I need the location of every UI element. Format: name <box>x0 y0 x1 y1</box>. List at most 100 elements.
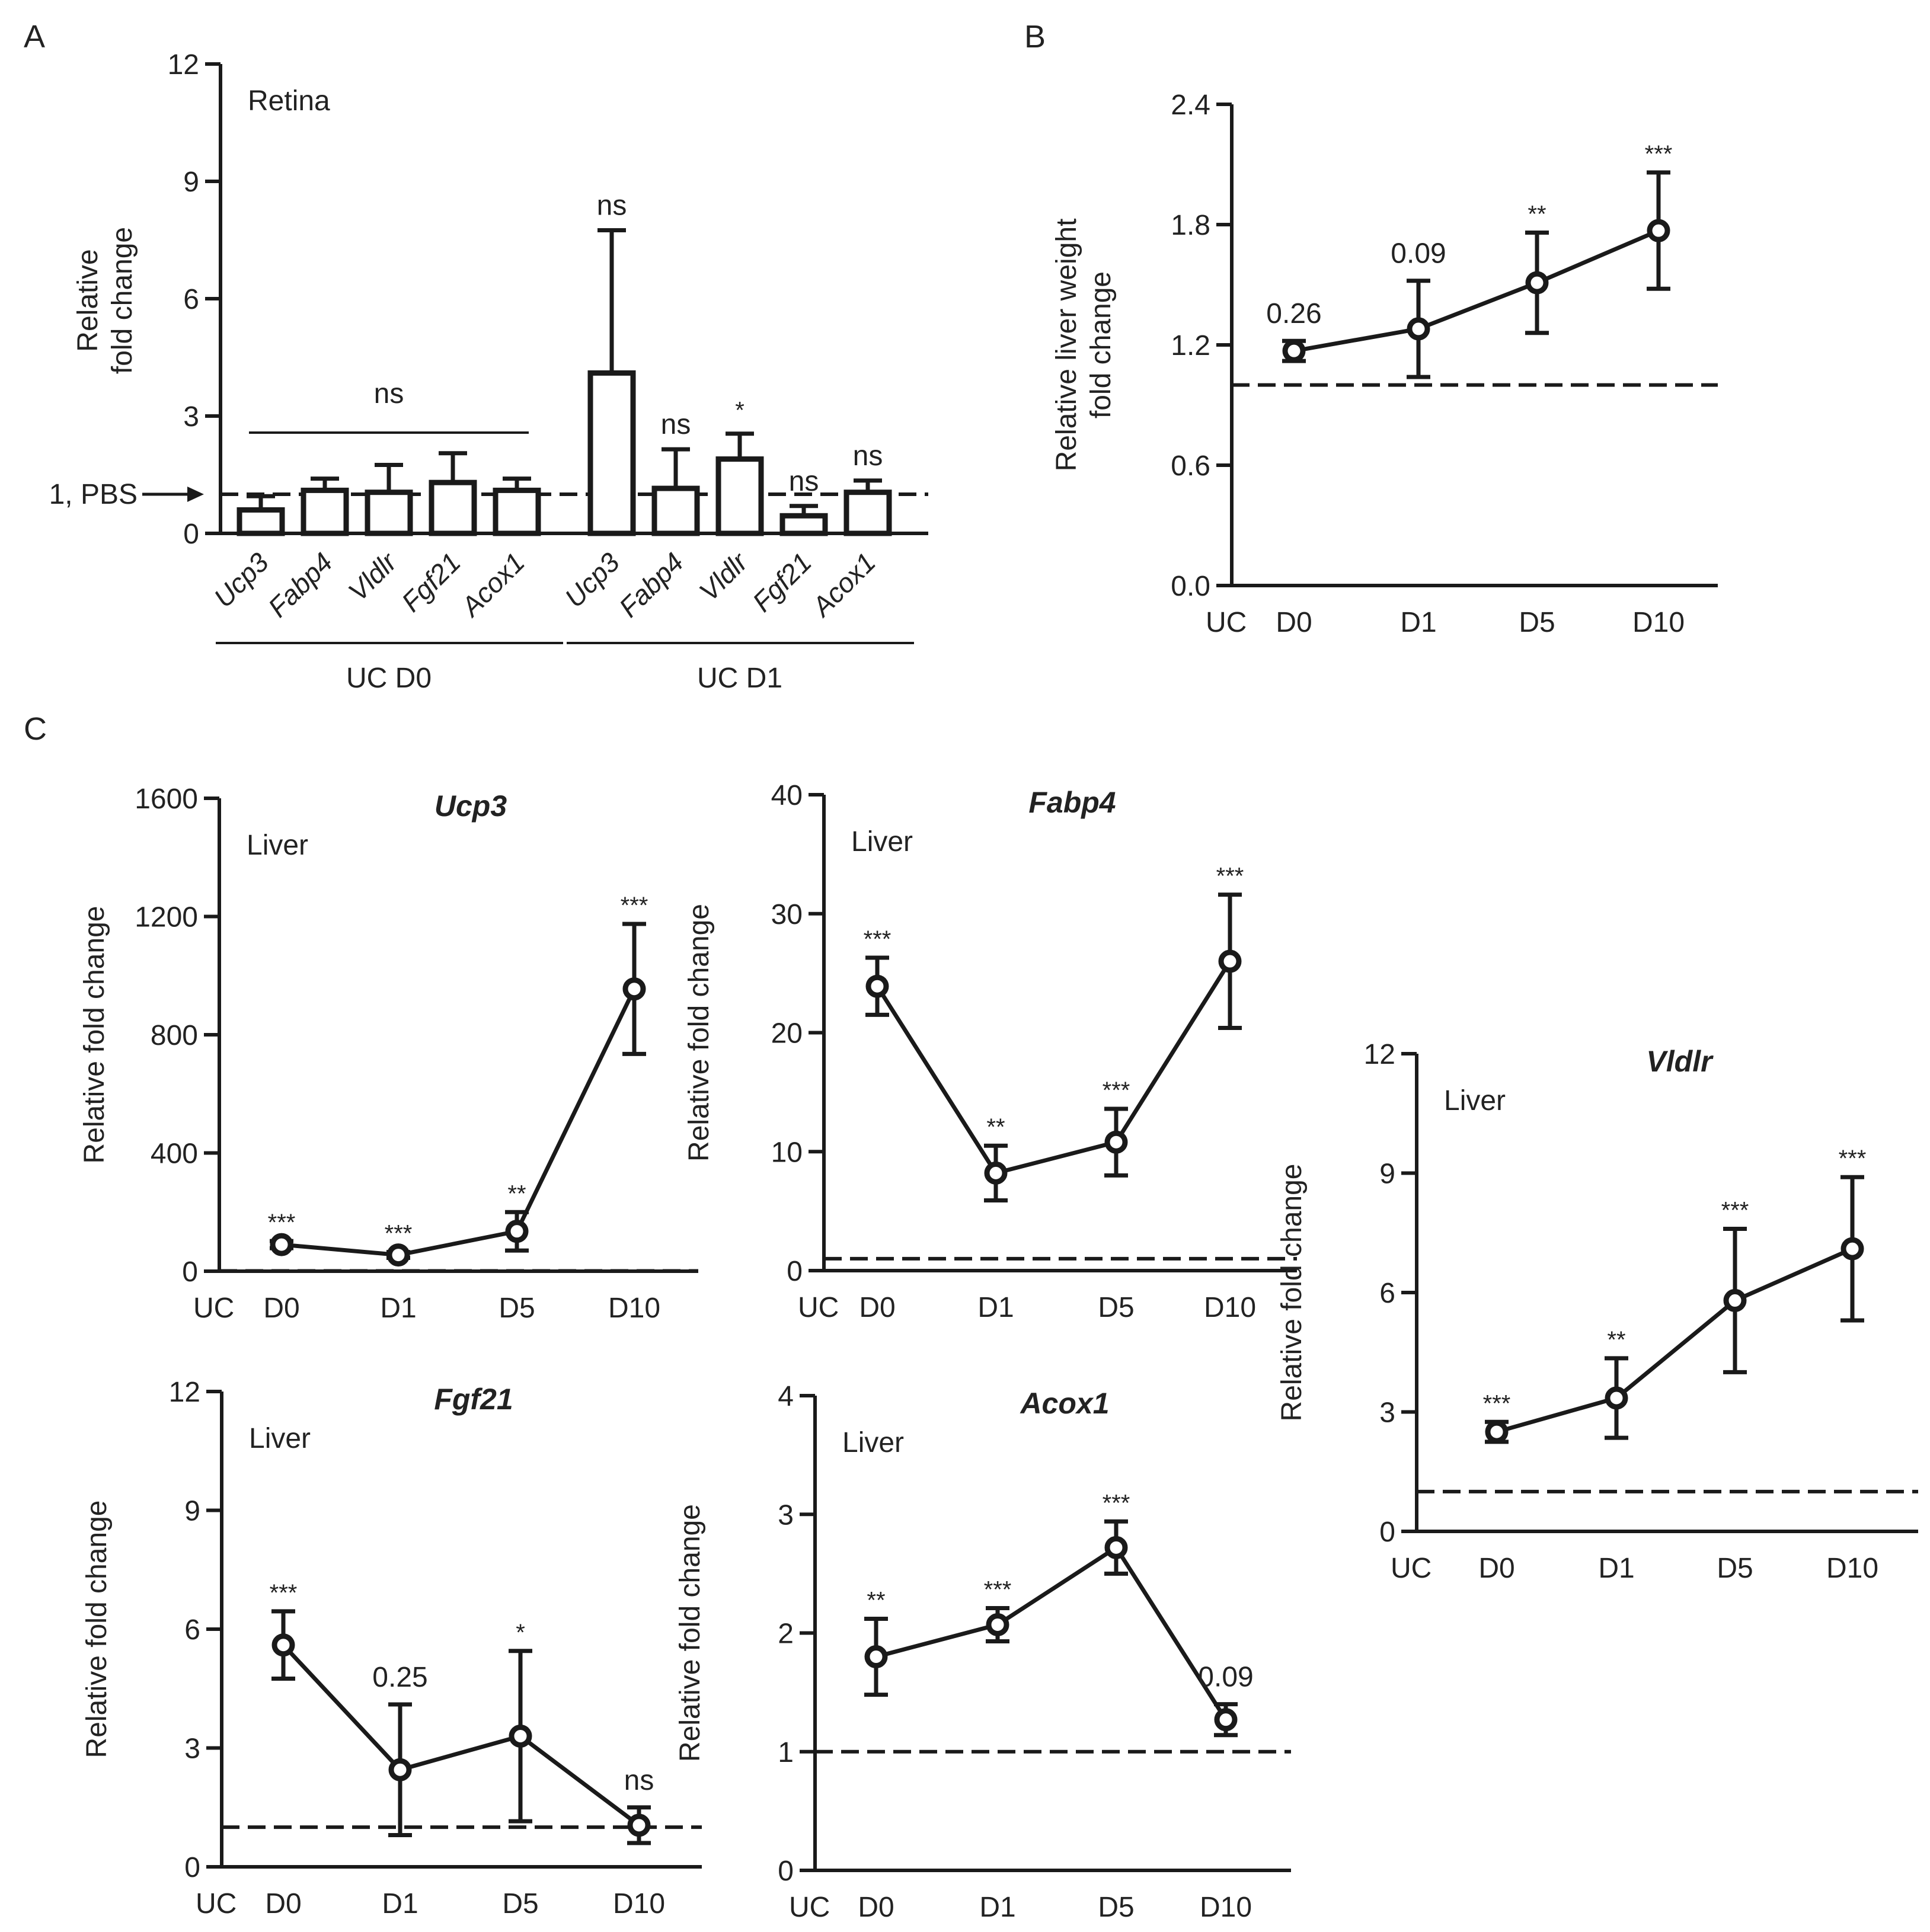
panel-c-acox1-chart: 0 1 2 3 4 Relative fold change Acox1 Liver UC D0 D… <box>675 1381 1291 1923</box>
significance-label: ns <box>789 466 819 497</box>
significance-label: *** <box>270 1580 298 1606</box>
chart-title: Fgf21 <box>434 1383 513 1416</box>
tissue-label: Liver <box>851 826 913 858</box>
tissue-label: Liver <box>247 830 308 861</box>
x-tick-label: D10 <box>1204 1292 1256 1323</box>
y-axis-title-line: Relative liver weight <box>1051 219 1082 472</box>
y-tick-label: 6 <box>1379 1278 1395 1309</box>
x-tick-label: D0 <box>263 1293 299 1324</box>
data-point <box>1605 1386 1628 1410</box>
significance-label: *** <box>621 893 648 919</box>
x-tick-label: D1 <box>380 1293 416 1324</box>
data-point <box>1723 1288 1747 1312</box>
y-tick-label: 9 <box>184 1496 200 1527</box>
data-point <box>270 1233 293 1256</box>
significance-label: ** <box>507 1181 526 1207</box>
y-tick-label: 2 <box>778 1618 794 1650</box>
panel-c-fgf21-chart: 0 3 6 9 12 Relative fold change Fgf21 Liver UC D0… <box>81 1377 702 1920</box>
tissue-label: Liver <box>249 1423 311 1454</box>
significance-label: ns <box>597 190 627 222</box>
data-point <box>1525 271 1549 295</box>
data-point <box>1104 1536 1128 1559</box>
y-axis-title-line: Relative fold change <box>675 1504 706 1762</box>
panel-letter: B <box>1024 19 1046 55</box>
chart-title: Fabp4 <box>1028 786 1116 819</box>
bar-ucp3 <box>237 507 285 536</box>
y-tick-label: 30 <box>771 899 803 930</box>
panel-letter: A <box>24 19 45 55</box>
data-point <box>1104 1130 1128 1154</box>
y-tick-label: 3 <box>184 1733 200 1765</box>
x-tick-label: D5 <box>1098 1292 1134 1323</box>
significance-label: *** <box>268 1210 296 1236</box>
y-tick-label: 3 <box>778 1499 794 1531</box>
series-line <box>875 960 1232 1176</box>
x-tick-label: D5 <box>502 1888 538 1920</box>
data-point <box>509 1724 532 1748</box>
y-tick-label: 800 <box>151 1020 198 1051</box>
series-line <box>1496 1246 1854 1434</box>
y-tick-label: 0 <box>182 1256 198 1288</box>
gene-label: Fabp4 <box>613 546 689 623</box>
y-axis-title-line: Relative fold change <box>79 906 110 1164</box>
y-tick-label: 2.4 <box>1171 89 1210 121</box>
significance-label: ns <box>853 440 883 472</box>
x-tick-label: D0 <box>859 1292 895 1323</box>
significance-label: *** <box>1721 1198 1749 1224</box>
significance-label: *** <box>1103 1077 1130 1103</box>
y-axis-title: Relative fold change <box>683 904 715 1162</box>
data-point <box>1214 1708 1238 1732</box>
data-point <box>1282 339 1306 363</box>
x-tick-label: UC <box>196 1888 237 1920</box>
data-point <box>505 1220 529 1243</box>
significance-label: *** <box>1839 1146 1867 1172</box>
significance-label: *** <box>1645 141 1673 167</box>
significance-label: 0.25 <box>372 1662 427 1693</box>
tissue-label: Liver <box>842 1427 904 1458</box>
significance-label: 0.26 <box>1266 298 1321 330</box>
significance-label: *** <box>1216 863 1244 890</box>
y-axis-title-line: Relative fold change <box>1276 1164 1308 1422</box>
panel-b-liver-weight-chart: B 0.0 0.6 1.2 1.8 2.4 Relative liver weight fol… <box>1024 19 1718 638</box>
data-point <box>986 1613 1009 1636</box>
y-axis-title-line: fold change <box>107 227 138 374</box>
gene-label: Vldlr <box>693 546 754 607</box>
panel-c-fabp4-chart: 0 10 20 30 40 Relative fold change Fabp4 Liver U… <box>683 780 1297 1323</box>
y-tick-label: 400 <box>151 1138 198 1170</box>
y-tick-label: 0 <box>183 519 199 550</box>
significance-label: *** <box>1103 1490 1130 1516</box>
y-tick-label: 9 <box>1379 1159 1395 1190</box>
x-tick-label: D10 <box>1632 607 1685 638</box>
x-tick-label: UC <box>1206 607 1247 638</box>
significance-label: ** <box>867 1587 885 1613</box>
significance-label: ns <box>374 378 404 410</box>
chart-title: Ucp3 <box>434 789 507 823</box>
series-line <box>1293 228 1660 353</box>
y-axis-title-line: fold change <box>1085 271 1117 418</box>
bar-acox1 <box>493 487 541 536</box>
significance-label: * <box>516 1620 525 1646</box>
data-point <box>1485 1420 1509 1444</box>
bar-ucp3 <box>587 370 636 536</box>
y-tick-label: 3 <box>1379 1397 1395 1429</box>
data-point <box>386 1243 410 1267</box>
y-tick-label: 6 <box>183 284 199 315</box>
series-line <box>875 1544 1228 1721</box>
bar-acox1 <box>843 490 892 536</box>
y-axis-title: Relative liver weight fold change <box>1051 219 1117 472</box>
significance-label: ** <box>1607 1327 1625 1353</box>
y-axis-title: Relative fold change <box>675 1504 706 1762</box>
tissue-label: Retina <box>248 85 330 117</box>
chart-title: Acox1 <box>1019 1387 1109 1420</box>
group-label: UC D0 <box>346 663 432 694</box>
significance-label: ** <box>986 1114 1005 1140</box>
significance-label: 0.09 <box>1198 1662 1253 1693</box>
bar-fgf21 <box>429 479 477 536</box>
x-tick-label: D1 <box>979 1892 1015 1923</box>
x-tick-label: UC <box>1391 1553 1431 1584</box>
y-tick-label: 3 <box>183 401 199 433</box>
data-point <box>865 974 889 998</box>
